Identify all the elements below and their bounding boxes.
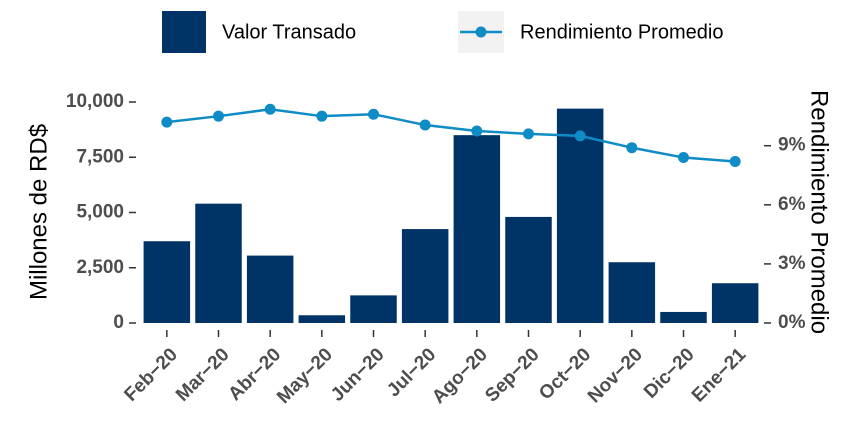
y-tick-label: 5,000 xyxy=(76,202,124,223)
line-point xyxy=(574,130,586,142)
legend-point xyxy=(475,26,487,38)
bar xyxy=(505,216,552,323)
x-tick-label: Jun−20 xyxy=(327,344,389,406)
x-tick-label: Ago−20 xyxy=(428,344,492,408)
y-axis-title: Millones de RD$ xyxy=(25,124,52,300)
bar xyxy=(298,315,346,323)
y-tick-label: 10,000 xyxy=(66,91,124,112)
x-tick-label: Mar−20 xyxy=(172,344,234,406)
line-point xyxy=(213,110,224,122)
line-point xyxy=(729,155,741,167)
legend-swatch xyxy=(162,11,206,53)
bar xyxy=(143,241,191,323)
line-point xyxy=(678,152,689,164)
bar xyxy=(660,311,707,323)
x-tick-label: Feb−20 xyxy=(120,344,182,406)
y2-tick-label: 3% xyxy=(778,253,806,274)
line-point xyxy=(419,119,431,131)
line xyxy=(166,108,736,163)
bar xyxy=(401,229,449,323)
line-point xyxy=(161,116,173,128)
y-tick-label: 0 xyxy=(113,312,124,333)
x-tick-label: Sep−20 xyxy=(481,344,543,406)
line-point xyxy=(316,110,328,122)
y2-tick-label: 0% xyxy=(778,312,806,333)
y-tick-label: 2,500 xyxy=(76,257,124,278)
line-point xyxy=(368,108,379,120)
bar xyxy=(608,262,656,323)
x-tick-label: May−20 xyxy=(273,344,337,408)
bar xyxy=(195,203,242,323)
line-point xyxy=(626,142,638,154)
legend-label: Valor Transado xyxy=(222,21,356,43)
bar xyxy=(453,135,501,323)
line-point xyxy=(471,125,483,137)
y2-tick-label: 6% xyxy=(778,194,806,215)
y2-tick-label: 9% xyxy=(778,135,806,156)
y-tick-label: 7,500 xyxy=(76,146,124,167)
bar xyxy=(711,283,759,323)
bar xyxy=(556,108,604,323)
bar xyxy=(246,255,294,323)
legend-label: Rendimiento Promedio xyxy=(520,21,723,43)
line-point xyxy=(264,103,276,115)
y2-axis-title: Rendimiento Promedio xyxy=(806,90,833,334)
x-tick-label: Ene−21 xyxy=(688,344,751,407)
x-tick-label: Nov−20 xyxy=(584,344,647,407)
line-point xyxy=(523,128,534,140)
bar xyxy=(350,295,397,323)
